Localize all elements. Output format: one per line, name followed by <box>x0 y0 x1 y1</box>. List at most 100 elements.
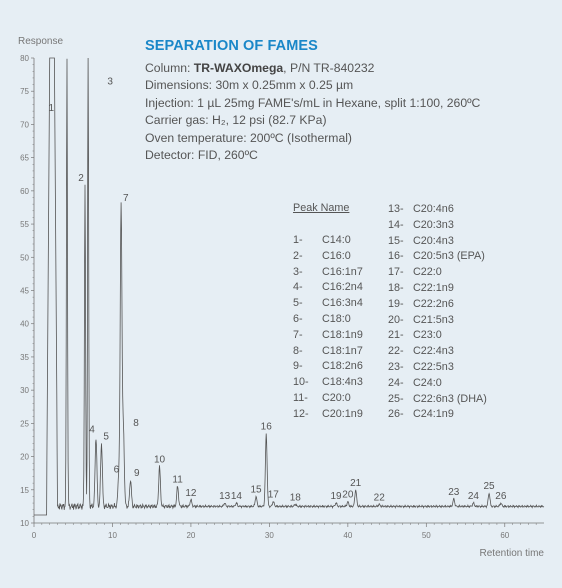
peak-label: 26 <box>495 491 507 502</box>
peak-name: C18:1n9 <box>322 328 363 341</box>
peak-number: 9- <box>293 360 303 373</box>
peak-name: C24:0 <box>413 376 442 389</box>
injection-line: Injection: 1 µL 25mg FAME's/mL in Hexane… <box>145 95 481 110</box>
peak-number: 19- <box>388 297 404 310</box>
peak-number: 26- <box>388 408 404 421</box>
peak-label: 9 <box>134 468 140 479</box>
peak-name: C18:1n7 <box>322 344 363 357</box>
peak-number: 21- <box>388 329 404 342</box>
oven-temperature-line: Oven temperature: 200ºC (Isothermal) <box>145 130 352 145</box>
y-tick-label: 60 <box>20 187 29 196</box>
method-info: SEPARATION OF FAMES Column: TR-WAXOmega,… <box>145 38 480 165</box>
peak-name: C18:2n6 <box>322 360 363 373</box>
peak-row: 11- C20:0 <box>293 391 363 407</box>
peak-row: 10- C18:4n3 <box>293 375 363 391</box>
peak-label: 22 <box>374 492 386 503</box>
peak-label: 10 <box>154 455 166 466</box>
peak-label: 21 <box>350 478 362 489</box>
peak-row: 5- C16:3n4 <box>293 296 363 312</box>
peak-row: 9- C18:2n6 <box>293 359 363 375</box>
peak-row: 12- C20:1n9 <box>293 407 363 423</box>
peak-name: C16:3n4 <box>322 297 363 310</box>
x-tick-label: 0 <box>32 531 37 540</box>
peak-label: 2 <box>78 173 84 184</box>
peak-row: 19- C22:2n6 <box>388 297 487 313</box>
peak-number: 15- <box>388 234 404 247</box>
peak-label: 20 <box>342 490 354 501</box>
peak-name: C22:5n3 <box>413 360 454 373</box>
peak-row: 26- C24:1n9 <box>388 407 487 423</box>
peak-number: 3- <box>293 265 303 278</box>
y-tick-label: 50 <box>20 253 29 262</box>
peak-row: 25- C22:6n3 (DHA) <box>388 392 487 408</box>
peak-number: 16- <box>388 250 404 263</box>
peak-row: 16- C20:5n3 (EPA) <box>388 249 487 265</box>
peak-name: C20:5n3 (EPA) <box>413 250 485 263</box>
peak-number: 2- <box>293 249 303 262</box>
x-axis-label: Retention time <box>480 548 545 559</box>
y-axis-label: Response <box>18 36 63 47</box>
y-tick-label: 20 <box>20 453 29 462</box>
peak-row: 22- C22:4n3 <box>388 344 487 360</box>
peak-row: 6- C18:0 <box>293 312 363 328</box>
x-tick-label: 50 <box>422 531 431 540</box>
peak-label: 4 <box>89 425 95 436</box>
peak-label: 16 <box>261 421 273 432</box>
y-tick-label: 10 <box>20 519 29 528</box>
peak-label: 14 <box>231 491 243 502</box>
peak-name: C16:0 <box>322 249 351 262</box>
peak-number: 24- <box>388 376 404 389</box>
peak-name: C23:0 <box>413 329 442 342</box>
peak-name: C21:5n3 <box>413 313 454 326</box>
peak-row: 13- C20:4n6 <box>388 202 487 218</box>
peak-number: 7- <box>293 328 303 341</box>
peak-label: 11 <box>172 474 183 485</box>
peak-name: C24:1n9 <box>413 408 454 421</box>
peak-label: 3 <box>107 77 113 88</box>
peak-row: 20- C21:5n3 <box>388 313 487 329</box>
peak-name: C14:0 <box>322 234 351 246</box>
peak-row: 21- C23:0 <box>388 328 487 344</box>
peak-name: C16:2n4 <box>322 281 363 294</box>
x-tick-label: 10 <box>108 531 117 540</box>
peak-number: 13- <box>388 203 404 215</box>
peak-row: 17- C22:0 <box>388 265 487 281</box>
y-tick-label: 55 <box>20 220 29 229</box>
peak-label: 17 <box>268 490 280 501</box>
peak-name: C22:0 <box>413 266 442 279</box>
peak-name: C20:4n6 <box>413 203 454 215</box>
peak-table-left: 1- C14:0 2- C16:0 3- C16:1n7 4- C16:2n4 5- C16:3n… <box>293 233 363 423</box>
peak-number: 6- <box>293 312 303 325</box>
y-tick-label: 25 <box>20 419 29 428</box>
peak-label: 18 <box>290 492 302 503</box>
y-tick-label: 80 <box>20 54 29 63</box>
peak-name: C18:4n3 <box>322 376 363 389</box>
column-pn: , P/N TR-840232 <box>283 60 375 75</box>
carrier-gas-line: Carrier gas: H₂, 12 psi (82.7 KPa) <box>145 113 327 127</box>
x-tick-label: 30 <box>265 531 274 540</box>
y-tick-label: 15 <box>20 486 29 495</box>
peak-label: 7 <box>123 193 129 204</box>
column-label: Column: <box>145 60 194 75</box>
peak-label: 19 <box>331 491 343 502</box>
y-tick-label: 75 <box>20 87 29 96</box>
x-tick-label: 40 <box>343 531 352 540</box>
peak-number: 5- <box>293 297 303 310</box>
peak-name: C20:4n3 <box>413 234 454 247</box>
peak-row: 14- C20:3n3 <box>388 218 487 234</box>
peak-number: 18- <box>388 281 404 294</box>
detector-line: Detector: FID, 260ºC <box>145 148 258 162</box>
peak-row: 23- C22:5n3 <box>388 360 487 376</box>
peak-row: 7- C18:1n9 <box>293 328 363 344</box>
peak-label: 13 <box>219 491 231 502</box>
peak-name: C22:2n6 <box>413 297 454 310</box>
peak-label: 6 <box>114 465 120 476</box>
peak-number: 14- <box>388 218 404 231</box>
peak-number: 10- <box>293 376 309 389</box>
y-tick-label: 35 <box>20 353 29 362</box>
peak-row: 18- C22:1n9 <box>388 281 487 297</box>
peak-number: 8- <box>293 344 303 357</box>
peak-name: C20:3n3 <box>413 218 454 231</box>
